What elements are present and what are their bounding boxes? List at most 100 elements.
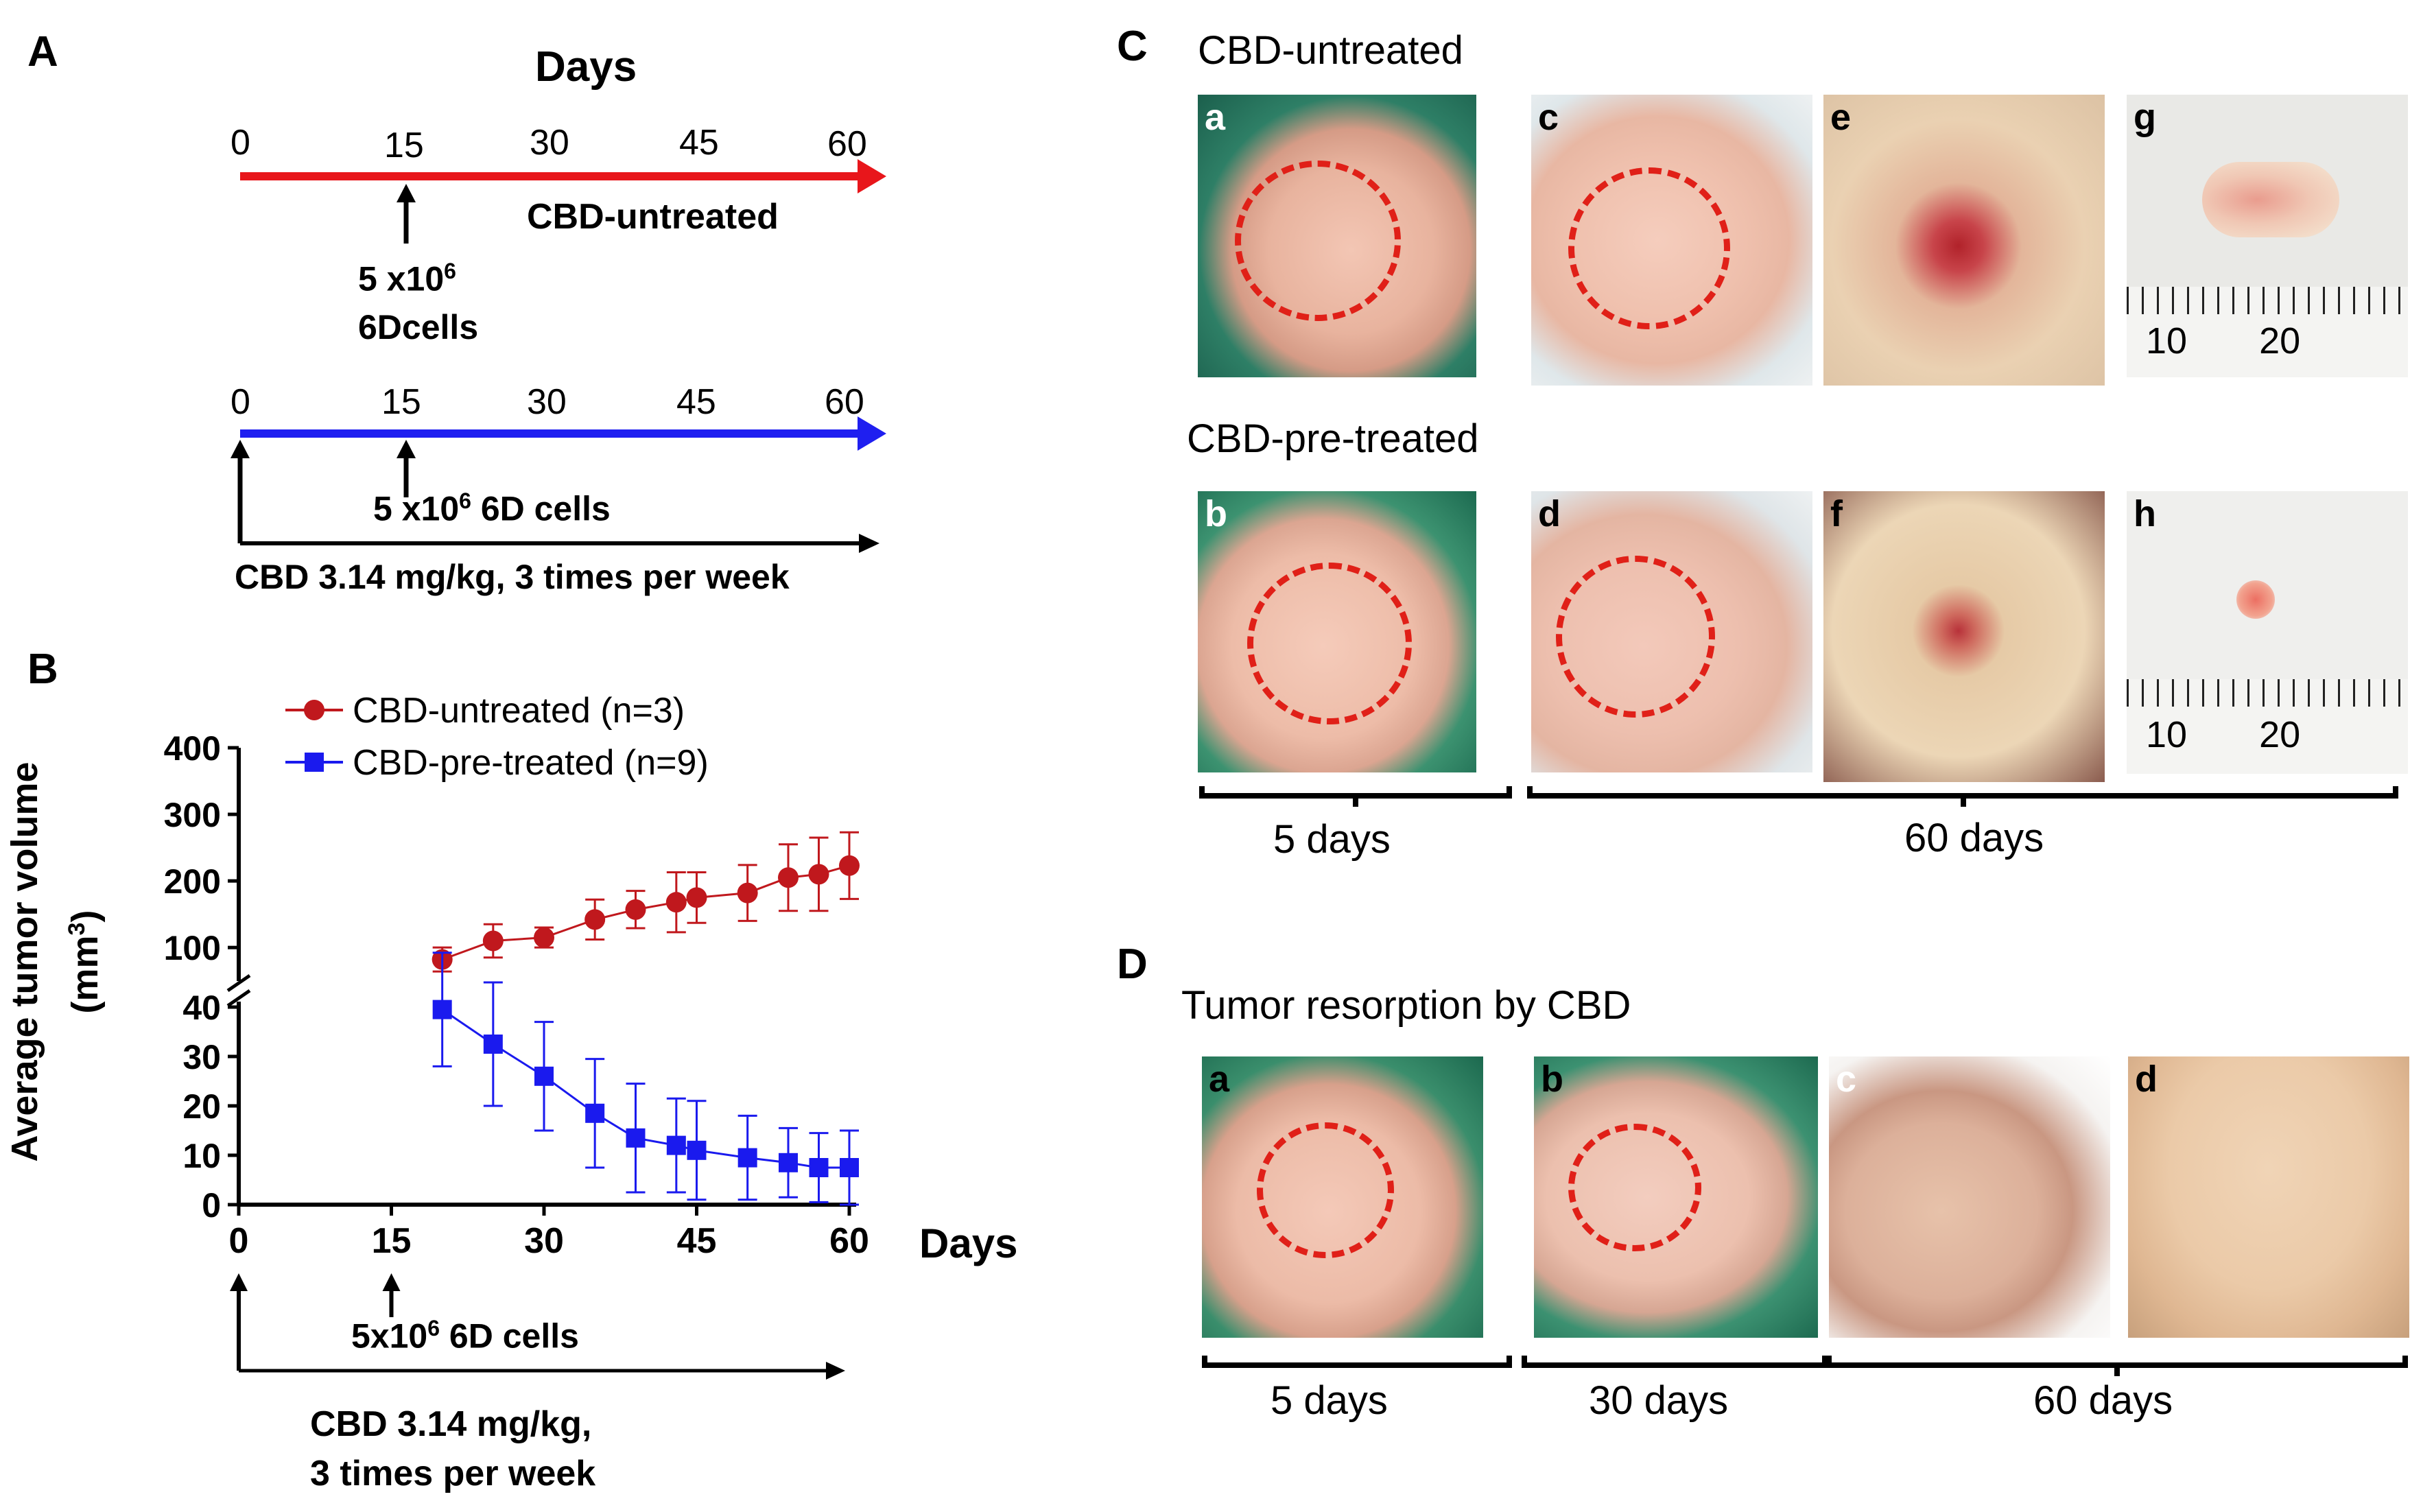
injection-arrowhead-pretreated bbox=[397, 440, 416, 458]
y-tick-label-30: 30 bbox=[182, 1038, 221, 1076]
photo-d-a-letter: a bbox=[1209, 1059, 1230, 1100]
y-tick-label-400: 400 bbox=[164, 729, 221, 768]
timeline-pretreated-arrowhead bbox=[858, 416, 886, 451]
caption-d-5days: 5 days bbox=[1271, 1378, 1388, 1423]
y-tick-label-200: 200 bbox=[164, 862, 221, 901]
caption-c-60days: 60 days bbox=[1904, 816, 2044, 860]
y-tick-label-300: 300 bbox=[164, 796, 221, 834]
injection-arrowhead-b bbox=[382, 1273, 401, 1291]
bracket-d-5days bbox=[1202, 1356, 1512, 1368]
panel-c-label: C bbox=[1117, 23, 1148, 70]
photo-d-c-letter: c bbox=[1836, 1059, 1857, 1100]
point-0-9 bbox=[808, 864, 829, 885]
injection-label-b: 5x106 6D cells bbox=[351, 1316, 579, 1356]
point-1-7 bbox=[737, 1148, 757, 1168]
legend-label-0: CBD-untreated (n=3) bbox=[353, 691, 685, 731]
photo-d-b: b bbox=[1534, 1056, 1818, 1338]
x-tick-label-15: 15 bbox=[372, 1221, 412, 1261]
injection-label-pretreated-cells: 6D cells bbox=[471, 489, 611, 528]
photo-c-a: a bbox=[1198, 95, 1476, 377]
injection-label-untreated-text: 5 x10 bbox=[358, 259, 445, 298]
chart-b-xlabel: Days bbox=[919, 1220, 1018, 1266]
timeline-untreated-tick-60: 60 bbox=[827, 124, 867, 164]
point-1-3 bbox=[585, 1103, 605, 1123]
photo-d-d-letter: d bbox=[2135, 1059, 2158, 1100]
x-tick-label-60: 60 bbox=[829, 1221, 869, 1261]
point-0-4 bbox=[625, 899, 646, 920]
photo-c-h-letter: h bbox=[2134, 493, 2156, 534]
timeline-untreated-arrowhead bbox=[858, 159, 886, 193]
x-tick-label-45: 45 bbox=[677, 1221, 717, 1261]
point-1-8 bbox=[779, 1153, 798, 1172]
treatment-duration-arrowhead-b bbox=[826, 1362, 845, 1380]
photo-c-c-letter: c bbox=[1538, 97, 1559, 138]
photo-c-h-specimen bbox=[2236, 580, 2275, 619]
panel-a-label: A bbox=[27, 28, 58, 75]
photo-c-g-ruler-numbers: 10 20 bbox=[2146, 320, 2301, 362]
legend-marker-0 bbox=[304, 700, 324, 720]
timeline-pretreated-tick-0: 0 bbox=[231, 382, 250, 422]
photo-c-d-letter: d bbox=[1538, 493, 1561, 534]
point-1-10 bbox=[840, 1158, 859, 1177]
panel-b-chart: 0 10 20 30 40 100 200 300 400 0 15 30 45 60 CBD-untrea… bbox=[164, 691, 869, 1380]
photo-d-c: c bbox=[1829, 1056, 2110, 1338]
treatment-start-arrowhead bbox=[231, 440, 250, 458]
bracket-d-60days bbox=[1826, 1356, 2408, 1368]
point-0-10 bbox=[839, 855, 860, 876]
point-1-5 bbox=[666, 1135, 686, 1155]
panel-a-title: Days bbox=[535, 43, 637, 91]
point-1-1 bbox=[483, 1035, 503, 1054]
y-tick-label-20: 20 bbox=[182, 1087, 221, 1126]
photo-c-g-specimen bbox=[2202, 162, 2339, 237]
point-1-6 bbox=[687, 1140, 707, 1160]
photo-c-b-tumor-circle bbox=[1247, 563, 1412, 724]
photo-c-h-ruler: 10 20 bbox=[2127, 679, 2408, 774]
photo-c-b: b bbox=[1198, 491, 1476, 772]
treatment-label-b-line2: 3 times per week bbox=[310, 1454, 596, 1493]
caption-d-30days: 30 days bbox=[1589, 1378, 1729, 1423]
legend-label-1: CBD-pre-treated (n=9) bbox=[353, 743, 709, 783]
timeline-untreated-tick-0: 0 bbox=[231, 123, 250, 163]
y-tick-label-10: 10 bbox=[182, 1137, 221, 1175]
point-1-2 bbox=[534, 1066, 554, 1086]
axis-break-mark-lower bbox=[226, 989, 251, 1008]
caption-c-5days: 5 days bbox=[1273, 817, 1391, 862]
photo-d-b-tumor-circle bbox=[1568, 1124, 1701, 1251]
panel-d-title: Tumor resorption by CBD bbox=[1181, 983, 1631, 1028]
timeline-untreated-tick-45: 45 bbox=[679, 123, 719, 163]
photo-c-a-letter: a bbox=[1205, 97, 1226, 138]
point-0-2 bbox=[534, 927, 554, 948]
photo-c-g-ruler: 10 20 bbox=[2127, 287, 2408, 377]
point-0-1 bbox=[482, 930, 504, 952]
photo-d-a-tumor-circle bbox=[1257, 1122, 1394, 1258]
photo-c-a-tumor-circle bbox=[1235, 161, 1401, 321]
photo-c-h: h 10 20 bbox=[2127, 491, 2408, 774]
photo-d-d: d bbox=[2128, 1056, 2409, 1338]
treatment-duration-arrowhead bbox=[859, 534, 879, 553]
bracket-c-5days bbox=[1199, 786, 1512, 799]
photo-c-e: e bbox=[1823, 95, 2105, 386]
photo-d-b-letter: b bbox=[1541, 1059, 1563, 1100]
photo-c-c: c bbox=[1531, 95, 1812, 386]
y-tick-label-40: 40 bbox=[182, 989, 221, 1027]
photo-c-b-letter: b bbox=[1205, 493, 1227, 534]
photo-c-c-tumor-circle bbox=[1568, 167, 1730, 329]
caption-d-60days: 60 days bbox=[2033, 1378, 2173, 1423]
timeline-pretreated-tick-45: 45 bbox=[676, 382, 716, 422]
panel-c-untreated-title: CBD-untreated bbox=[1198, 28, 1463, 73]
photo-c-d-tumor-circle bbox=[1556, 556, 1715, 718]
y-tick-label-100: 100 bbox=[164, 929, 221, 967]
legend-marker-1 bbox=[305, 753, 324, 772]
x-tick-label-0: 0 bbox=[229, 1221, 249, 1261]
injection-label-untreated-cells: 6Dcells bbox=[358, 307, 479, 346]
bracket-c-60days bbox=[1527, 786, 2398, 799]
panel-c-pretreated-title: CBD-pre-treated bbox=[1187, 416, 1479, 461]
timeline-untreated-name: CBD-untreated bbox=[527, 197, 779, 237]
treatment-label-a: CBD 3.14 mg/kg, 3 times per week bbox=[235, 558, 790, 596]
injection-label-untreated-exponent: 6 bbox=[444, 259, 456, 283]
photo-c-d: d bbox=[1531, 491, 1812, 772]
injection-label-b-cells: 6D cells bbox=[440, 1316, 579, 1356]
panel-b-label: B bbox=[27, 646, 58, 693]
injection-label-pretreated-text: 5 x10 bbox=[373, 489, 460, 528]
